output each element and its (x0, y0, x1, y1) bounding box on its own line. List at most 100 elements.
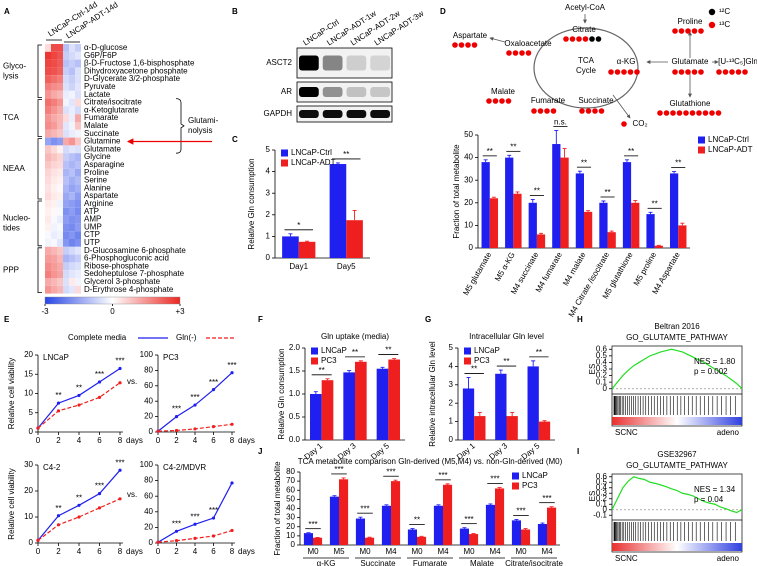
annotation-bracket (175, 98, 185, 154)
x-tick-label: 6 (97, 436, 102, 445)
x-tick-label: 2 (174, 547, 179, 556)
heatmap-cell (63, 215, 69, 224)
heatmap-cell (63, 83, 69, 91)
bar (481, 162, 490, 248)
y-tick-label: 60 (286, 485, 295, 494)
heatmap-cell (57, 44, 63, 52)
bar (646, 214, 655, 248)
heatmap-cell (63, 145, 69, 154)
heatmap-cell (69, 200, 75, 208)
significance: *** (115, 357, 124, 366)
bar (343, 372, 355, 440)
bar (433, 505, 443, 545)
error-bar (288, 233, 293, 237)
y-tick-label: 0 (469, 243, 474, 252)
point (193, 536, 197, 540)
row-label: Malate (84, 121, 109, 130)
bar (521, 529, 531, 545)
heatmap-cell (57, 207, 63, 216)
y-tick-label: 1 (266, 232, 271, 241)
error-bar (542, 420, 547, 422)
heatmap-cell (51, 51, 57, 60)
heatmap-cell (45, 153, 51, 161)
group-label: Glyco- (3, 61, 26, 70)
heatmap-cell (75, 285, 81, 294)
bar (511, 520, 521, 545)
significance: *** (95, 482, 104, 491)
heatmap-cell (63, 270, 69, 278)
y-axis-label: Relative cell viability (7, 468, 16, 540)
panel-letter: B (232, 7, 238, 16)
point (193, 403, 197, 407)
y-tick-label: 0 (149, 538, 154, 547)
significance: ** (55, 391, 61, 400)
chart-subtitle: GO_GLUTAMTE_PATHWAY (626, 461, 728, 470)
chart-subtitle: C4-2/MDVR (163, 463, 206, 472)
y-tick-label: 20 (464, 198, 473, 207)
heatmap-cell (69, 59, 75, 68)
isotope-dot (729, 69, 735, 75)
panel-letter: A (4, 7, 10, 16)
heatmap-cell (57, 98, 63, 107)
isotope-dot (683, 110, 689, 116)
y-tick-label: 80 (286, 467, 295, 476)
legend-swatch (464, 347, 471, 355)
heatmap-cell (69, 285, 75, 294)
annotation: Glutami- (188, 116, 219, 125)
blot-band (370, 55, 390, 71)
heatmap-cell (51, 200, 57, 208)
y-tick-label: 0.5 (596, 477, 608, 486)
isotope-dot (691, 28, 698, 34)
blot-band (370, 87, 390, 97)
y-tick-label: 40 (144, 507, 153, 516)
heatmap-cell (63, 51, 69, 60)
error-bar (507, 154, 512, 158)
isotope-dot (698, 69, 704, 75)
row-label: Glutamine (84, 137, 121, 146)
error-bar (358, 516, 363, 519)
y-axis-label: Relative Gln consumption (277, 348, 286, 439)
x-tick-label: 4 (193, 436, 198, 445)
x-axis-label: days (238, 436, 255, 445)
error-bar (680, 222, 685, 226)
heatmap-cell (63, 106, 69, 115)
y-axis-label: Relative Gln consumption (247, 158, 256, 249)
significance: *** (190, 393, 199, 402)
heatmap-cell (63, 192, 69, 200)
group-label: Malate (470, 559, 495, 566)
bar (547, 507, 557, 545)
pathway-arrow (489, 36, 506, 43)
significance: *** (115, 458, 124, 467)
row-label: Glutamate (84, 144, 121, 153)
row-label: β-D-Fructose 1,6-bisphosphate (84, 59, 195, 68)
y-tick-label: 20 (24, 350, 33, 359)
heatmap-cell (69, 278, 75, 286)
bar (669, 173, 679, 248)
x-tick-label: M4 (437, 547, 449, 556)
y-tick-label: 10 (24, 512, 33, 521)
heatmap-cell (51, 207, 57, 216)
x-tick-label: 2 (174, 436, 179, 445)
heatmap-cell (51, 59, 57, 68)
y-tick-label: 2.0 (289, 343, 301, 352)
heatmap-cell (57, 262, 63, 271)
x-tick-label: 6 (211, 436, 216, 445)
bar (513, 193, 522, 248)
pathway-node: TCA (578, 56, 595, 65)
y-tick-label: 0 (266, 253, 271, 262)
heatmap-cell (57, 184, 63, 193)
isotope-dot (486, 98, 492, 104)
point (211, 425, 216, 429)
panel-letter: G (425, 315, 431, 324)
x-tick-label: 0 (36, 547, 41, 556)
isotope-dot (685, 69, 691, 75)
blot-membrane (296, 81, 393, 103)
heatmap-cell (45, 278, 51, 286)
point (56, 409, 61, 413)
row-label: Lactate (84, 90, 111, 99)
y-tick-label: 40 (286, 504, 295, 513)
heatmap-cell (57, 59, 63, 68)
heatmap-cell (51, 75, 57, 83)
heatmap-cell (51, 246, 57, 255)
heatmap-cell (63, 223, 69, 232)
